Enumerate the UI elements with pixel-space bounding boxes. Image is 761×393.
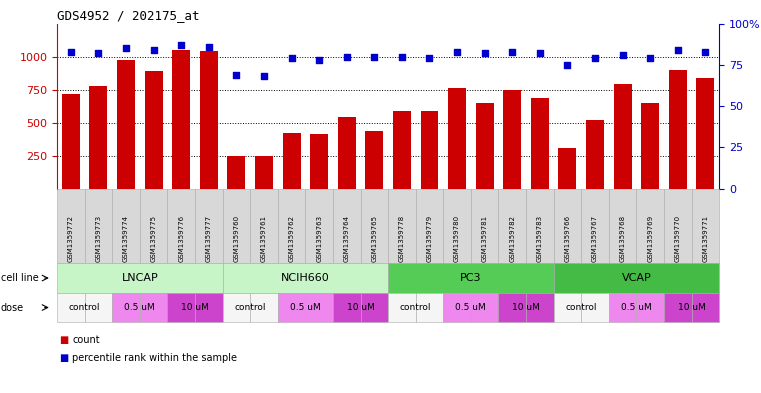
Text: 0.5 uM: 0.5 uM (456, 303, 486, 312)
Text: 10 uM: 10 uM (512, 303, 540, 312)
Text: GSM1359780: GSM1359780 (454, 215, 460, 262)
Bar (282, 133, 301, 189)
Bar (200, 51, 218, 189)
Text: GSM1359766: GSM1359766 (565, 215, 571, 262)
Point (285, 55, 298, 61)
Bar (476, 103, 494, 189)
Text: GSM1359778: GSM1359778 (399, 215, 405, 262)
Text: GSM1359770: GSM1359770 (675, 215, 681, 262)
Bar (559, 148, 576, 189)
Text: NCIH660: NCIH660 (281, 273, 330, 283)
Text: GSM1359769: GSM1359769 (647, 215, 653, 262)
Point (672, 47, 684, 53)
Point (506, 48, 518, 55)
Point (341, 53, 353, 60)
Bar (421, 111, 438, 189)
Point (423, 55, 435, 61)
Bar (642, 103, 659, 189)
Point (120, 45, 132, 51)
Bar (255, 156, 273, 189)
Text: 10 uM: 10 uM (346, 303, 374, 312)
Text: GSM1359761: GSM1359761 (261, 215, 267, 262)
Text: LNCAP: LNCAP (122, 273, 158, 283)
Text: 0.5 uM: 0.5 uM (621, 303, 651, 312)
Point (533, 50, 546, 57)
Point (396, 53, 408, 60)
Bar (145, 71, 163, 189)
Text: cell line: cell line (1, 273, 39, 283)
Point (258, 73, 270, 79)
Text: 10 uM: 10 uM (677, 303, 705, 312)
Text: GSM1359767: GSM1359767 (592, 215, 598, 262)
Bar (531, 97, 549, 189)
Text: GSM1359760: GSM1359760 (234, 215, 240, 262)
Bar (172, 50, 190, 189)
Text: ■: ■ (59, 335, 68, 345)
Bar (338, 117, 355, 189)
Point (175, 42, 187, 48)
Text: GSM1359775: GSM1359775 (151, 215, 157, 262)
Point (699, 48, 712, 55)
Text: GSM1359765: GSM1359765 (371, 215, 377, 262)
Point (148, 47, 160, 53)
Text: GSM1359772: GSM1359772 (68, 215, 74, 262)
Text: control: control (234, 303, 266, 312)
Point (92, 50, 104, 57)
Text: percentile rank within the sample: percentile rank within the sample (72, 353, 237, 363)
Text: GSM1359782: GSM1359782 (509, 215, 515, 262)
Point (368, 53, 380, 60)
Text: GDS4952 / 202175_at: GDS4952 / 202175_at (57, 9, 199, 22)
Text: GSM1359764: GSM1359764 (344, 215, 350, 262)
Point (202, 44, 215, 50)
Text: dose: dose (1, 303, 24, 312)
Bar (669, 70, 686, 189)
Bar (613, 84, 632, 189)
Point (562, 62, 574, 68)
Bar (90, 86, 107, 189)
Text: GSM1359783: GSM1359783 (537, 215, 543, 262)
Text: control: control (69, 303, 100, 312)
Point (589, 55, 601, 61)
Text: VCAP: VCAP (622, 273, 651, 283)
Bar (228, 156, 245, 189)
Text: GSM1359768: GSM1359768 (619, 215, 626, 262)
Text: GSM1359774: GSM1359774 (123, 215, 129, 262)
Text: count: count (72, 335, 100, 345)
Text: control: control (565, 303, 597, 312)
Text: 0.5 uM: 0.5 uM (290, 303, 320, 312)
Text: 0.5 uM: 0.5 uM (125, 303, 155, 312)
Bar (393, 111, 411, 189)
Point (451, 48, 463, 55)
Point (231, 72, 243, 78)
Text: PC3: PC3 (460, 273, 482, 283)
Point (65, 48, 77, 55)
Bar (586, 120, 604, 189)
Text: GSM1359762: GSM1359762 (288, 215, 295, 262)
Text: ■: ■ (59, 353, 68, 363)
Bar (448, 88, 466, 189)
Text: GSM1359771: GSM1359771 (702, 215, 708, 262)
Bar (503, 90, 521, 189)
Text: GSM1359773: GSM1359773 (95, 215, 101, 262)
Bar (62, 94, 80, 189)
Text: control: control (400, 303, 431, 312)
Text: GSM1359779: GSM1359779 (426, 215, 432, 262)
Text: GSM1359776: GSM1359776 (178, 215, 184, 262)
Bar (696, 78, 715, 189)
Point (644, 55, 656, 61)
Bar (310, 134, 328, 189)
Point (313, 57, 325, 63)
Text: GSM1359781: GSM1359781 (482, 215, 488, 262)
Point (479, 50, 491, 57)
Text: GSM1359777: GSM1359777 (205, 215, 212, 262)
Bar (365, 130, 384, 189)
Text: 10 uM: 10 uM (181, 303, 209, 312)
Text: GSM1359763: GSM1359763 (316, 215, 322, 262)
Point (616, 52, 629, 58)
Bar (117, 60, 135, 189)
